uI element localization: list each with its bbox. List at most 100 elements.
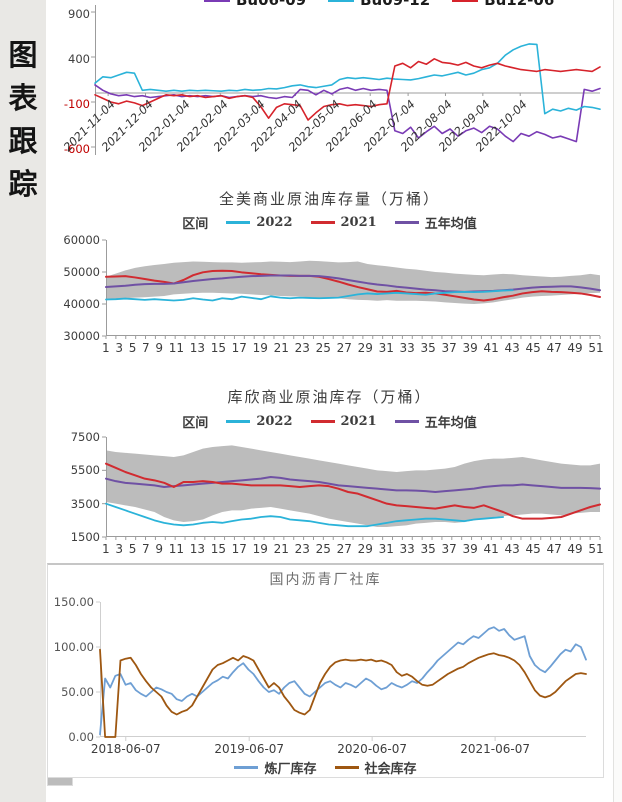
x-axis-tick-label: 19 [252, 542, 268, 556]
x-axis-tick-label: 9 [155, 542, 164, 556]
x-axis-tick-label: 27 [336, 341, 352, 355]
chart-cushing-plot [102, 436, 601, 540]
y-axis-tick-label: -100 [63, 97, 90, 111]
chart-title: 国内沥青厂社库 [269, 572, 382, 588]
y-axis-tick-label: 0.00 [68, 730, 94, 744]
x-axis-tick-label: 7 [142, 542, 150, 556]
x-axis-tick-label: 45 [525, 341, 541, 355]
legend-item: 2021 [310, 414, 377, 429]
y-axis-tick-label: 1500 [70, 529, 100, 544]
y-axis-tick-label: 900 [68, 7, 90, 21]
x-axis-tick-label: 1 [102, 341, 110, 355]
legend-item: 区间 [47, 213, 209, 786]
x-axis-tick-label: 47 [546, 542, 562, 556]
y-axis-tick-label: 60000 [63, 233, 100, 247]
legend-label: 五年均值 [424, 416, 477, 431]
x-axis-tick-label: 17 [231, 542, 247, 556]
legend-item: 社会库存 [334, 758, 417, 777]
x-axis-tick-label: 13 [189, 542, 205, 556]
legend-label: 2021 [340, 414, 377, 429]
x-axis-tick-label: 9 [155, 341, 164, 355]
legend-swatch-icon [394, 221, 419, 224]
c1-xlabels: 2021-11-04 2021-12-04 2022-01-04 2022-02-04… [60, 97, 530, 155]
x-axis-tick-label: 47 [546, 341, 562, 355]
x-axis-tick-label: 33 [399, 542, 415, 556]
y-axis-tick-label: 150.00 [53, 595, 94, 609]
x-axis-tick-label: 15 [210, 341, 226, 355]
y-axis-tick-label: 50.00 [61, 685, 94, 699]
chart-bu-yaxis-labels: 900 400 -100 -600 [46, 7, 90, 156]
chart-bu-spreads: Bu06-09 Bu09-12 Bu12-06 900 400 -100 -600 2… [46, 0, 613, 186]
chart-legend: 区间 2022 2021 五年均值 [46, 213, 613, 786]
y-axis-tick-label: 30000 [63, 329, 100, 343]
x-axis-tick-label: 33 [399, 341, 415, 355]
legend-label: 炼厂库存 [264, 762, 317, 777]
x-axis-tick-label: 1 [102, 542, 110, 556]
y-axis-labels: 7500 5500 3500 1500 [54, 430, 100, 544]
legend-line-swatch-icon [328, 0, 355, 2]
report-content: Bu06-09 Bu09-12 Bu12-06 900 400 -100 -600 2… [46, 0, 613, 802]
x-axis-tick-label: 29 [357, 341, 373, 355]
x-axis-year-label: 2020-06-07 [337, 742, 408, 756]
x-axis-tick-label: 29 [357, 542, 373, 556]
legend-item: 2021 [310, 215, 377, 230]
x-axis-tick-label: 15 [210, 542, 226, 556]
legend-label: 五年均值 [424, 217, 477, 232]
y-axis-labels: 150.00 100.00 50.00 0.00 [50, 595, 94, 744]
chart-legend: 炼厂库存 社会库存 [48, 758, 603, 777]
chart-legend: 区间 2022 2021 五年均值 [46, 412, 613, 431]
sidebar-title-char: 跟 [8, 124, 38, 158]
x-axis-tick-label: 3 [115, 542, 123, 556]
legend-item: Bu12-06 [452, 0, 554, 9]
x-axis-tick-label: 5 [128, 542, 137, 556]
x-axis-tick-label: 25 [315, 341, 331, 355]
chart-cushing: 库欣商业原油库存（万桶） 区间 2022 2021 五年均值 7500 5500 3… [46, 386, 613, 560]
y-axis-tick-label: 100.00 [53, 640, 94, 654]
x-axis-tick-label: 49 [567, 341, 583, 355]
x-axis-tick-label: 43 [504, 542, 520, 556]
legend-line-swatch-icon [204, 0, 230, 2]
x-axis-labels: 1 3 5 7 9 11 13 15 17 19 21 23 25 27 29 31 33 35 37 39 41 43 4… [102, 341, 604, 355]
legend-item: 五年均值 [394, 213, 477, 232]
y-axis-tick-label: 400 [68, 52, 90, 66]
x-axis-labels: 1 3 5 7 9 11 13 15 17 19 21 23 25 27 29 31 33 35 37 39 41 43 4… [102, 542, 604, 556]
legend-label: 区间 [182, 217, 209, 232]
x-axis-year-label: 2021-06-07 [460, 742, 530, 756]
x-axis-tick-label: 23 [294, 341, 310, 355]
legend-item: Bu09-12 [328, 0, 430, 9]
x-axis-tick-label: 49 [567, 542, 583, 556]
legend-label: Bu06-09 [236, 0, 307, 9]
chart-us-crude: 全美商业原油库存量（万桶） 区间 2022 2021 五年均值 60000 500… [46, 188, 613, 786]
legend-label: 2022 [256, 414, 293, 429]
legend-swatch-icon [234, 766, 259, 769]
x-axis-tick-label: 37 [441, 341, 457, 355]
legend-item: 炼厂库存 [234, 758, 317, 777]
sidebar-title-char: 图 [8, 38, 38, 72]
x-axis-tick-label: 37 [441, 542, 457, 556]
legend-label: 2021 [340, 215, 377, 230]
x-axis-tick-label: 35 [420, 341, 436, 355]
legend-label: 2022 [256, 215, 293, 230]
x-axis-tick-label: 51 [588, 542, 604, 556]
legend-item: 区间 [182, 412, 208, 431]
legend-swatch-icon [334, 766, 359, 769]
legend-item: 2022 [226, 414, 293, 429]
y-axis-tick-label: 50000 [63, 265, 100, 279]
x-axis-tick-label: 27 [336, 542, 352, 556]
page-right-margin [613, 0, 622, 802]
x-axis-tick-label: 43 [504, 341, 520, 355]
x-axis-tick-label: 45 [525, 542, 541, 556]
legend-label: Bu12-06 [484, 0, 555, 9]
x-axis-tick-label: 13 [189, 341, 205, 355]
legend-line-swatch-icon [452, 0, 479, 2]
x-axis-year-label: 2018-06-07 [90, 742, 161, 756]
x-axis-tick-label: 21 [273, 542, 289, 556]
x-axis-tick-label: 5 [128, 341, 137, 355]
legend-swatch-icon [394, 420, 419, 423]
x-axis-tick-label: 3 [115, 341, 123, 355]
legend-swatch-icon [310, 221, 335, 224]
chart-bu-legend: Bu06-09 Bu09-12 Bu12-06 [204, 0, 554, 9]
legend-swatch-icon [310, 420, 335, 423]
x-axis-year-label: 2019-06-07 [214, 742, 285, 756]
